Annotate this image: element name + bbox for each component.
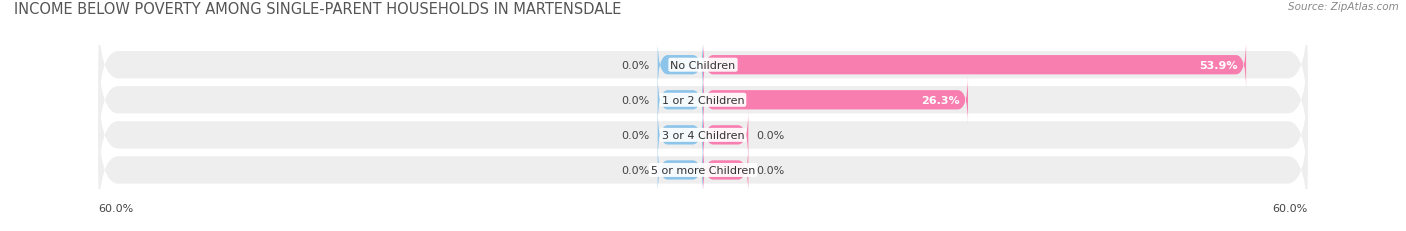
FancyBboxPatch shape [98, 44, 1308, 157]
Text: Source: ZipAtlas.com: Source: ZipAtlas.com [1288, 2, 1399, 12]
FancyBboxPatch shape [658, 145, 703, 195]
Text: 0.0%: 0.0% [621, 130, 650, 140]
FancyBboxPatch shape [98, 9, 1308, 122]
Text: No Children: No Children [671, 61, 735, 70]
FancyBboxPatch shape [703, 145, 748, 195]
Text: 1 or 2 Children: 1 or 2 Children [662, 95, 744, 105]
FancyBboxPatch shape [658, 110, 703, 161]
FancyBboxPatch shape [98, 79, 1308, 191]
FancyBboxPatch shape [703, 110, 748, 161]
Text: 0.0%: 0.0% [756, 130, 785, 140]
FancyBboxPatch shape [658, 40, 703, 91]
FancyBboxPatch shape [703, 40, 1246, 91]
Text: INCOME BELOW POVERTY AMONG SINGLE-PARENT HOUSEHOLDS IN MARTENSDALE: INCOME BELOW POVERTY AMONG SINGLE-PARENT… [14, 2, 621, 17]
Text: 26.3%: 26.3% [921, 95, 960, 105]
Text: 3 or 4 Children: 3 or 4 Children [662, 130, 744, 140]
FancyBboxPatch shape [98, 114, 1308, 226]
Text: 0.0%: 0.0% [621, 165, 650, 175]
Text: 60.0%: 60.0% [98, 203, 134, 213]
FancyBboxPatch shape [703, 75, 967, 126]
Text: 0.0%: 0.0% [621, 61, 650, 70]
Text: 0.0%: 0.0% [756, 165, 785, 175]
Text: 0.0%: 0.0% [621, 95, 650, 105]
FancyBboxPatch shape [658, 75, 703, 126]
Text: 5 or more Children: 5 or more Children [651, 165, 755, 175]
Text: 53.9%: 53.9% [1199, 61, 1239, 70]
Text: 60.0%: 60.0% [1272, 203, 1308, 213]
